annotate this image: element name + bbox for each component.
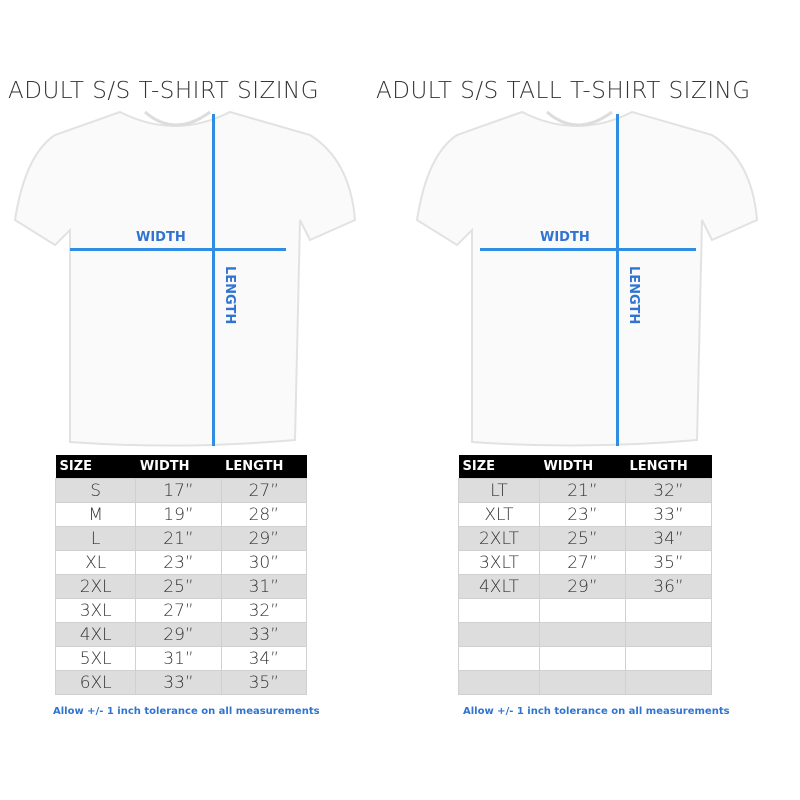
- tall-width-line: [480, 248, 696, 251]
- table-cell: 23”: [135, 550, 222, 575]
- table-cell: 36”: [624, 574, 713, 599]
- table-row: 5XL 31” 34”: [54, 646, 308, 671]
- column-header: LENGTH: [625, 455, 712, 479]
- table-cell: [538, 622, 626, 647]
- column-header: SIZE: [458, 455, 540, 479]
- table-row: L 21” 29”: [54, 526, 308, 551]
- table-cell: 21”: [538, 478, 626, 503]
- table-cell: 33”: [624, 502, 713, 527]
- table-cell: 2XLT: [458, 526, 540, 551]
- tall-width-label: WIDTH: [540, 230, 590, 245]
- length-label: LENGTH: [222, 266, 237, 325]
- table-cell: XL: [54, 550, 137, 575]
- table-cell: [538, 646, 626, 671]
- table-row: [458, 598, 713, 623]
- table-row: XLT 23” 33”: [458, 502, 713, 527]
- column-header: WIDTH: [135, 455, 222, 479]
- left-title: ADULT S/S T-SHIRT SIZING: [8, 78, 320, 104]
- table-cell: 29”: [135, 622, 222, 647]
- table-cell: 32”: [220, 598, 308, 623]
- table-cell: XLT: [458, 502, 540, 527]
- table-cell: [624, 598, 713, 623]
- table-row: LT 21” 32”: [458, 478, 713, 503]
- table-cell: 27”: [220, 478, 308, 503]
- table-cell: 29”: [220, 526, 308, 551]
- table-cell: 4XLT: [458, 574, 540, 599]
- column-header: SIZE: [55, 455, 136, 479]
- table-row: [458, 646, 713, 671]
- tall-tolerance-note: Allow +/- 1 inch tolerance on all measur…: [463, 706, 730, 717]
- table-cell: LT: [458, 478, 540, 503]
- table-cell: [624, 646, 713, 671]
- table-cell: 25”: [135, 574, 222, 599]
- tall-length-label: LENGTH: [626, 266, 641, 325]
- length-line: [212, 114, 215, 446]
- table-cell: 21”: [135, 526, 222, 551]
- table-cell: 27”: [538, 550, 626, 575]
- table-row: XL 23” 30”: [54, 550, 308, 575]
- table-cell: [458, 622, 540, 647]
- size-table: SIZE WIDTH LENGTH S 17” 27” M 19” 28” L 21” 29” XL 23…: [54, 455, 308, 695]
- table-cell: 5XL: [54, 646, 137, 671]
- table-cell: 4XL: [54, 622, 137, 647]
- table-cell: 29”: [538, 574, 626, 599]
- table-cell: 34”: [220, 646, 308, 671]
- table-row: [458, 622, 713, 647]
- table-row: 4XL 29” 33”: [54, 622, 308, 647]
- table-cell: [458, 598, 540, 623]
- table-row: 6XL 33” 35”: [54, 670, 308, 695]
- tshirt-image: [13, 110, 357, 447]
- table-cell: 6XL: [54, 670, 137, 695]
- table-cell: 34”: [624, 526, 713, 551]
- table-cell: 31”: [135, 646, 222, 671]
- table-cell: 30”: [220, 550, 308, 575]
- table-cell: 31”: [220, 574, 308, 599]
- column-header: WIDTH: [539, 455, 626, 479]
- table-cell: 19”: [135, 502, 222, 527]
- table-row: 4XLT 29” 36”: [458, 574, 713, 599]
- table-cell: 33”: [220, 622, 308, 647]
- width-line: [70, 248, 286, 251]
- table-cell: 33”: [135, 670, 222, 695]
- tolerance-note: Allow +/- 1 inch tolerance on all measur…: [53, 706, 320, 717]
- table-cell: 35”: [220, 670, 308, 695]
- table-row: S 17” 27”: [54, 478, 308, 503]
- table-row: M 19” 28”: [54, 502, 308, 527]
- table-cell: [538, 598, 626, 623]
- table-cell: 35”: [624, 550, 713, 575]
- table-cell: 3XLT: [458, 550, 540, 575]
- table-cell: 25”: [538, 526, 626, 551]
- table-cell: 3XL: [54, 598, 137, 623]
- table-cell: 2XL: [54, 574, 137, 599]
- width-label: WIDTH: [136, 230, 186, 245]
- tall-tshirt-image: [415, 110, 759, 447]
- table-cell: 32”: [624, 478, 713, 503]
- table-row: 3XLT 27” 35”: [458, 550, 713, 575]
- table-cell: S: [54, 478, 137, 503]
- tall-size-table: SIZE WIDTH LENGTH LT 21” 32” XLT 23” 33” 2XLT 25” 3…: [458, 455, 713, 695]
- table-cell: 23”: [538, 502, 626, 527]
- table-row: 3XL 27” 32”: [54, 598, 308, 623]
- table-row: 2XL 25” 31”: [54, 574, 308, 599]
- table-row: 2XLT 25” 34”: [458, 526, 713, 551]
- column-header: LENGTH: [221, 455, 307, 479]
- header-row: SIZE WIDTH LENGTH: [55, 455, 307, 479]
- table-cell: 17”: [135, 478, 222, 503]
- table-cell: 28”: [220, 502, 308, 527]
- table-row: [458, 670, 713, 695]
- tall-length-line: [616, 114, 619, 446]
- table-cell: [458, 670, 540, 695]
- table-cell: M: [54, 502, 137, 527]
- header-row: SIZE WIDTH LENGTH: [458, 455, 712, 479]
- table-cell: [538, 670, 626, 695]
- table-cell: 27”: [135, 598, 222, 623]
- table-cell: [458, 646, 540, 671]
- table-cell: L: [54, 526, 137, 551]
- right-title: ADULT S/S TALL T-SHIRT SIZING: [376, 78, 751, 104]
- table-cell: [624, 622, 713, 647]
- table-cell: [624, 670, 713, 695]
